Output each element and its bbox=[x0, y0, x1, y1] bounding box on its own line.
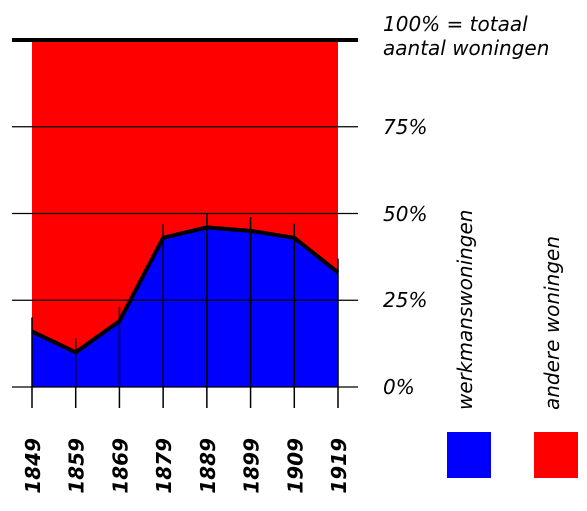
y-tick-label: 50% bbox=[383, 201, 428, 226]
area bbox=[32, 227, 338, 387]
legend-label: werkmanswoningen bbox=[453, 210, 477, 410]
legend-swatch bbox=[534, 432, 578, 478]
legend-label: andere woningen bbox=[540, 236, 564, 410]
x-tick-label: 1919 bbox=[327, 438, 351, 494]
x-tick-label: 1889 bbox=[196, 438, 220, 494]
y-tick-label: 100% = totaal aantal woningen bbox=[383, 12, 550, 60]
x-tick-label: 1879 bbox=[152, 438, 176, 494]
area bbox=[32, 40, 338, 353]
x-tick-label: 1909 bbox=[283, 438, 307, 494]
x-tick-label: 1859 bbox=[65, 438, 89, 494]
line bbox=[31, 225, 340, 355]
legend-swatch bbox=[447, 432, 491, 478]
y-tick-label: 75% bbox=[383, 114, 428, 139]
x-tick-label: 1899 bbox=[240, 438, 264, 494]
y-tick-label: 25% bbox=[383, 288, 428, 313]
x-tick-label: 1869 bbox=[108, 438, 132, 494]
y-tick-label: 0% bbox=[383, 375, 415, 399]
x-tick-label: 1849 bbox=[21, 438, 45, 494]
